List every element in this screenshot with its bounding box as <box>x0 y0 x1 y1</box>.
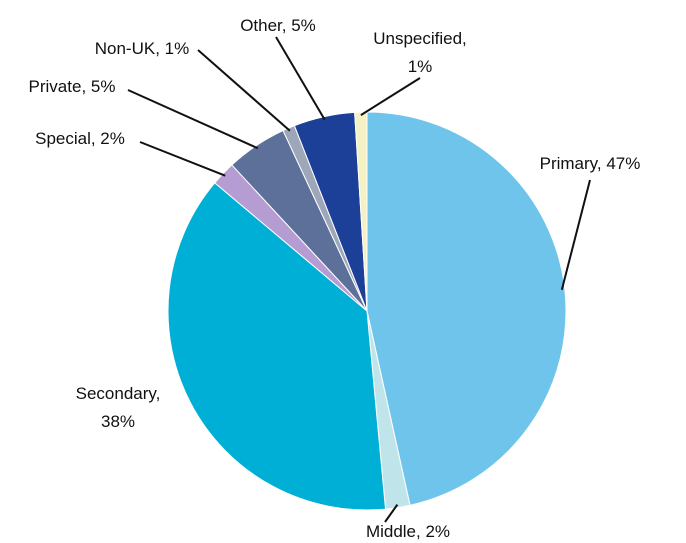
data-label: Middle, 2% <box>366 522 450 541</box>
data-label: Private, 5% <box>29 77 116 96</box>
pie-slice <box>366 111 567 506</box>
label-line: Private, 5% <box>29 77 116 96</box>
data-label: Non-UK, 1% <box>95 39 189 58</box>
leader-line <box>360 77 421 116</box>
leader-line <box>127 89 259 150</box>
label-line: 1% <box>408 57 433 76</box>
label-line: Non-UK, 1% <box>95 39 189 58</box>
label-line: Primary, 47% <box>540 154 641 173</box>
leader-line <box>384 504 399 523</box>
leader-line <box>560 179 591 290</box>
leader-line <box>197 49 291 132</box>
data-label: Secondary, 38% <box>76 384 161 431</box>
label-line: Special, 2% <box>35 129 125 148</box>
label-line: Unspecified, <box>373 29 467 48</box>
leader-line <box>139 141 226 177</box>
label-line: Other, 5% <box>240 16 316 35</box>
label-line: Secondary, <box>76 384 161 403</box>
data-label: Primary, 47% <box>540 154 641 173</box>
label-line: Middle, 2% <box>366 522 450 541</box>
data-label: Special, 2% <box>35 129 125 148</box>
label-line: 38% <box>101 412 135 431</box>
data-label: Unspecified, 1% <box>373 29 467 76</box>
leader-line <box>275 36 326 121</box>
pie-slice <box>167 182 387 511</box>
data-label: Other, 5% <box>240 16 316 35</box>
